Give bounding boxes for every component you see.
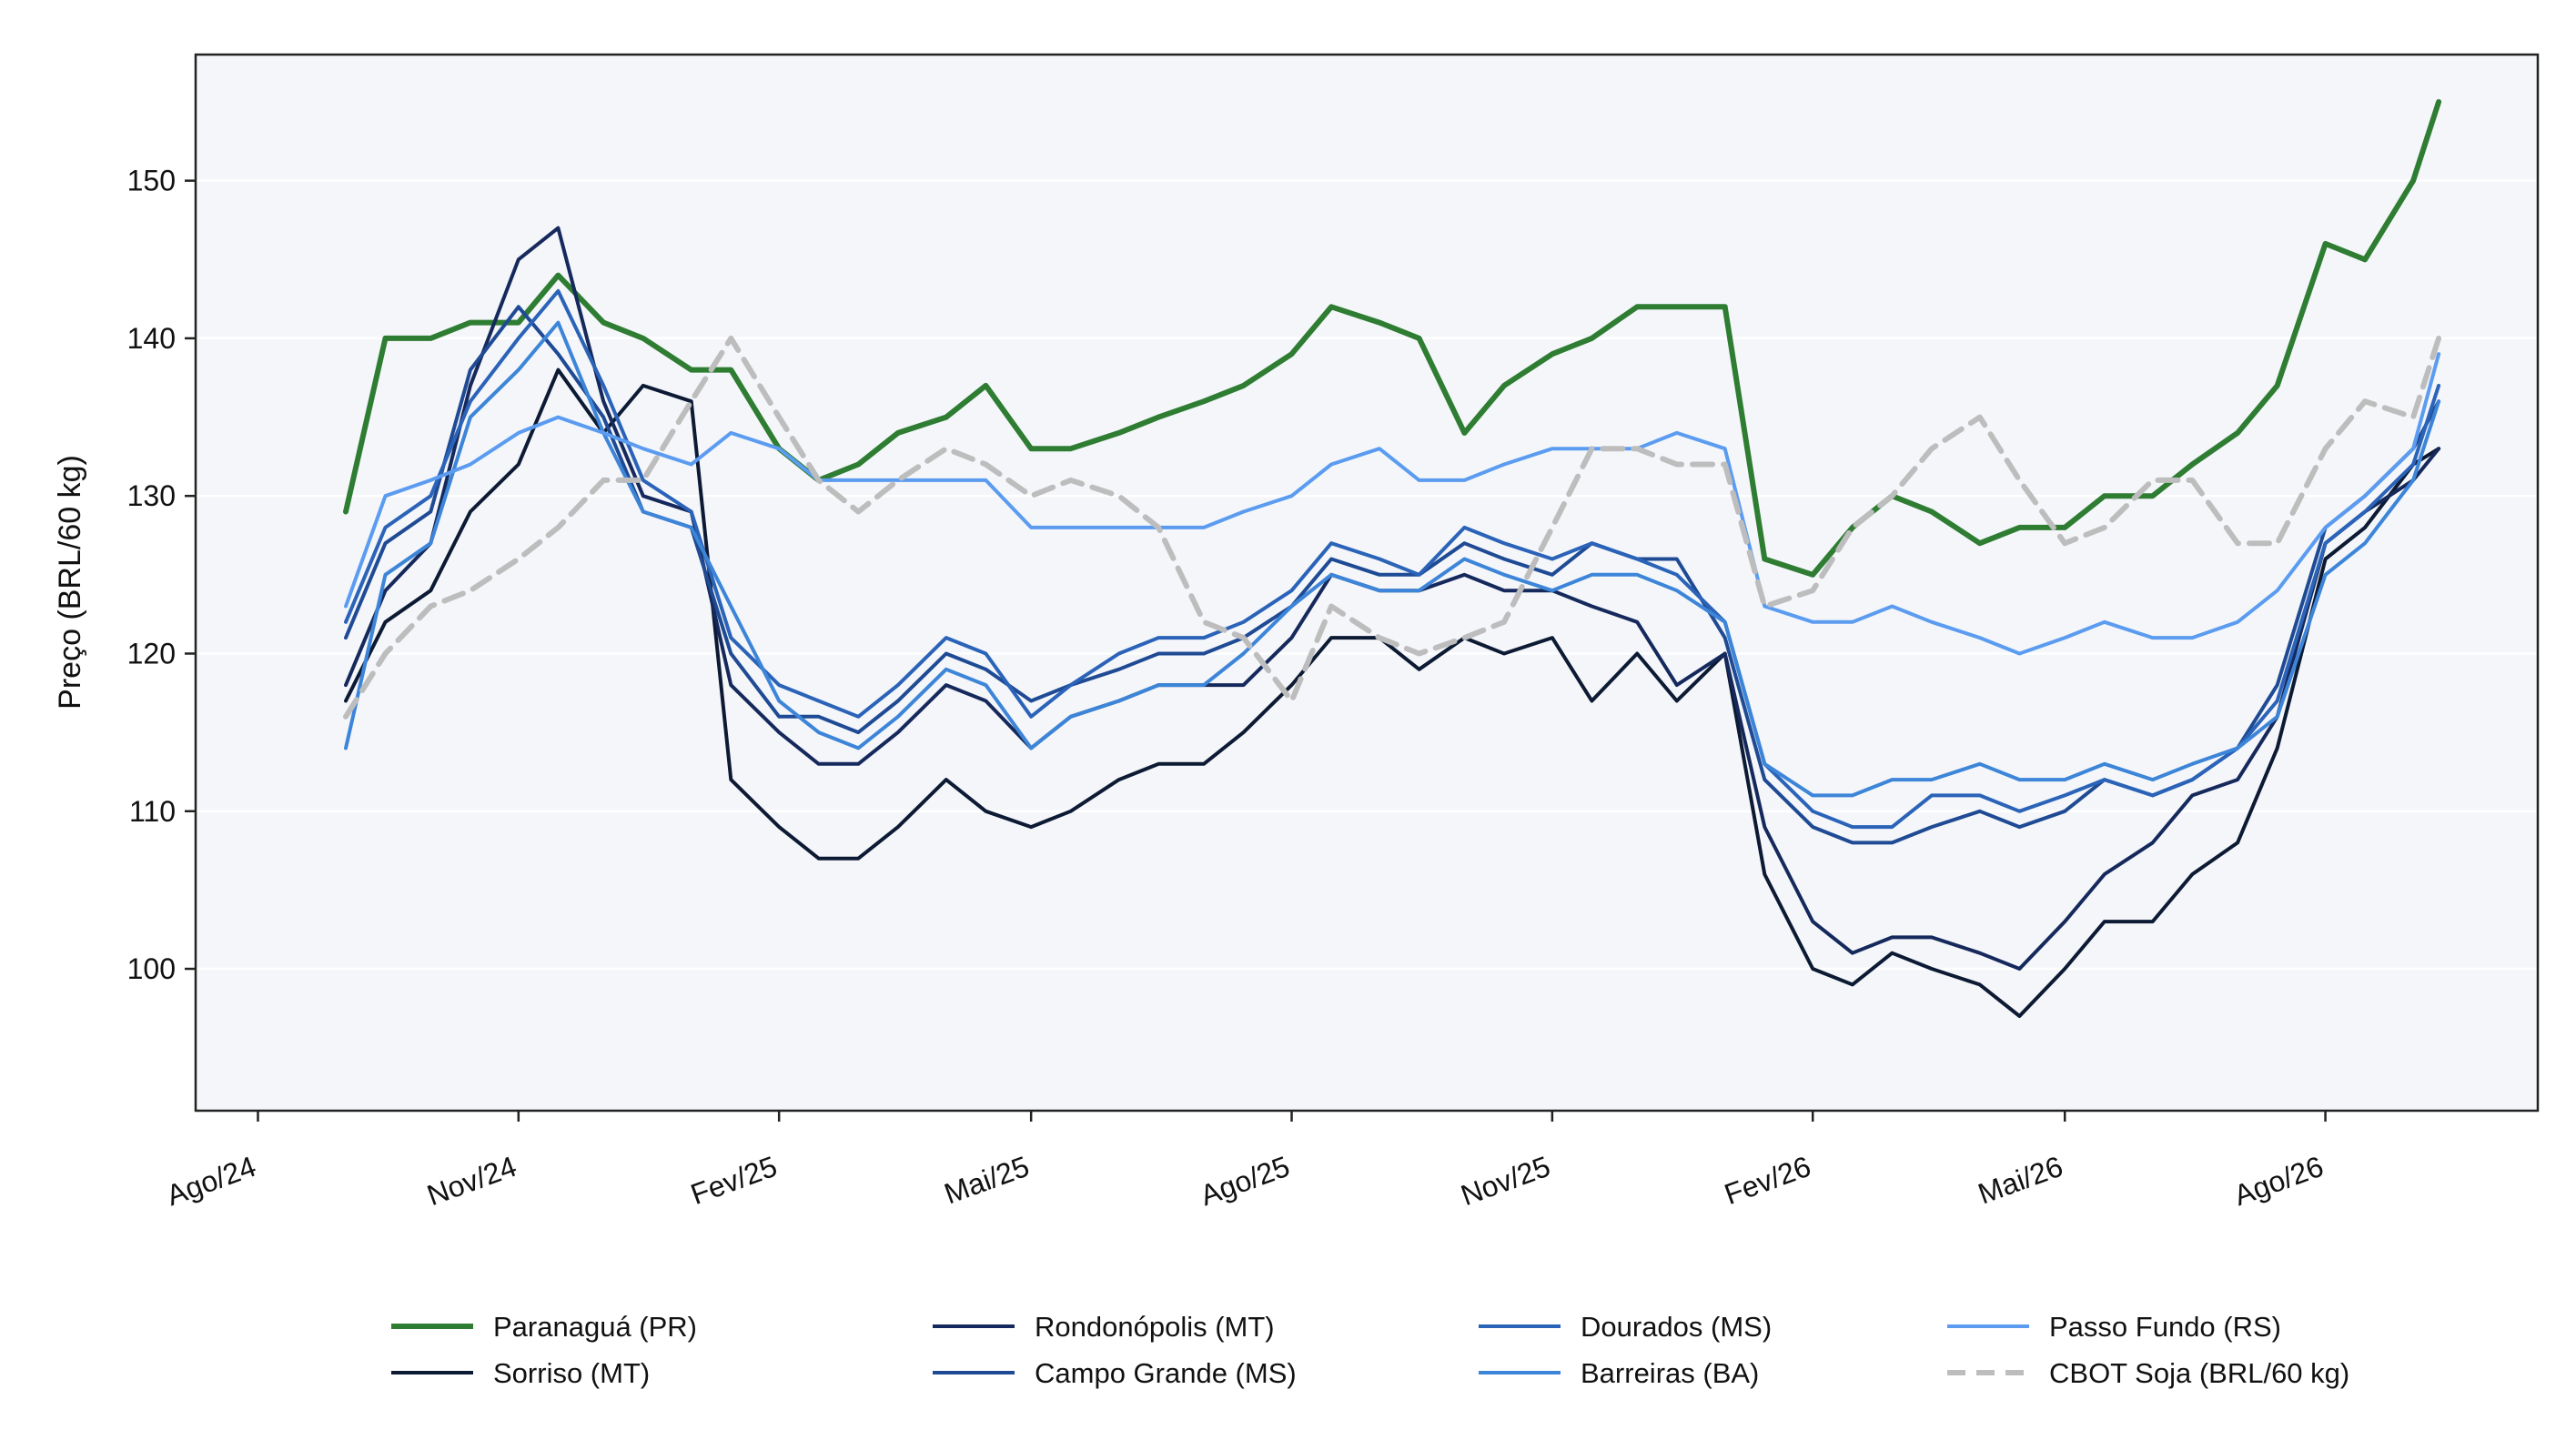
plot-frame <box>194 53 2540 1113</box>
x-tick-label: Fev/26 <box>1720 1150 1814 1211</box>
y-tick-label: 130 <box>127 479 176 512</box>
legend-label-6: Barreiras (BA) <box>1581 1357 1759 1389</box>
plot-background <box>196 55 2538 1111</box>
series-line-6 <box>344 320 2441 798</box>
legend-label-7: Passo Fundo (RS) <box>2049 1311 2281 1343</box>
x-axis: Ago/24 Nov/24 Fev/25 Mai/25 Ago/25 Nov/25 Fev/… <box>162 1111 2328 1212</box>
series-line-4 <box>344 305 2441 845</box>
y-axis: 100 110 120 130 140 150 <box>127 165 196 985</box>
y-tick-label: 120 <box>127 637 176 670</box>
series-line-5 <box>344 288 2441 830</box>
legend-label-4: Campo Grande (MS) <box>1035 1357 1297 1389</box>
y-tick-label: 100 <box>127 952 176 985</box>
legend-label-2: Sorriso (MT) <box>493 1357 650 1389</box>
legend-label-8: CBOT Soja (BRL/60 kg) <box>2049 1357 2349 1389</box>
series-line-7 <box>344 352 2441 656</box>
series-line-2 <box>344 368 2441 1018</box>
y-tick-label: 110 <box>129 795 176 828</box>
x-tick-label: Ago/26 <box>2229 1150 2328 1213</box>
legend-label-3: Rondonópolis (MT) <box>1035 1311 1275 1343</box>
x-tick-label: Mai/25 <box>940 1150 1034 1211</box>
x-tick-label: Ago/25 <box>1196 1150 1294 1213</box>
y-tick-label: 150 <box>127 165 176 197</box>
legend-label-1: Paranaguá (PR) <box>493 1311 697 1343</box>
series-line-8 <box>343 335 2442 720</box>
x-tick-label: Mai/26 <box>1974 1150 2067 1211</box>
x-tick-label: Fev/25 <box>686 1150 781 1211</box>
x-tick-label: Nov/25 <box>1457 1150 1555 1213</box>
legend-label-5: Dourados (MS) <box>1581 1311 1772 1343</box>
legend: Paranaguá (PR) Sorriso (MT) Rondonópolis (… <box>391 1311 2349 1389</box>
x-tick-label: Ago/24 <box>162 1150 260 1213</box>
y-tick-label: 140 <box>127 322 176 355</box>
series-line-1 <box>343 99 2442 578</box>
x-tick-label: Nov/24 <box>423 1150 521 1213</box>
y-axis-label: Preço (BRL/60 kg) <box>53 455 87 710</box>
series-lines <box>343 99 2442 1018</box>
